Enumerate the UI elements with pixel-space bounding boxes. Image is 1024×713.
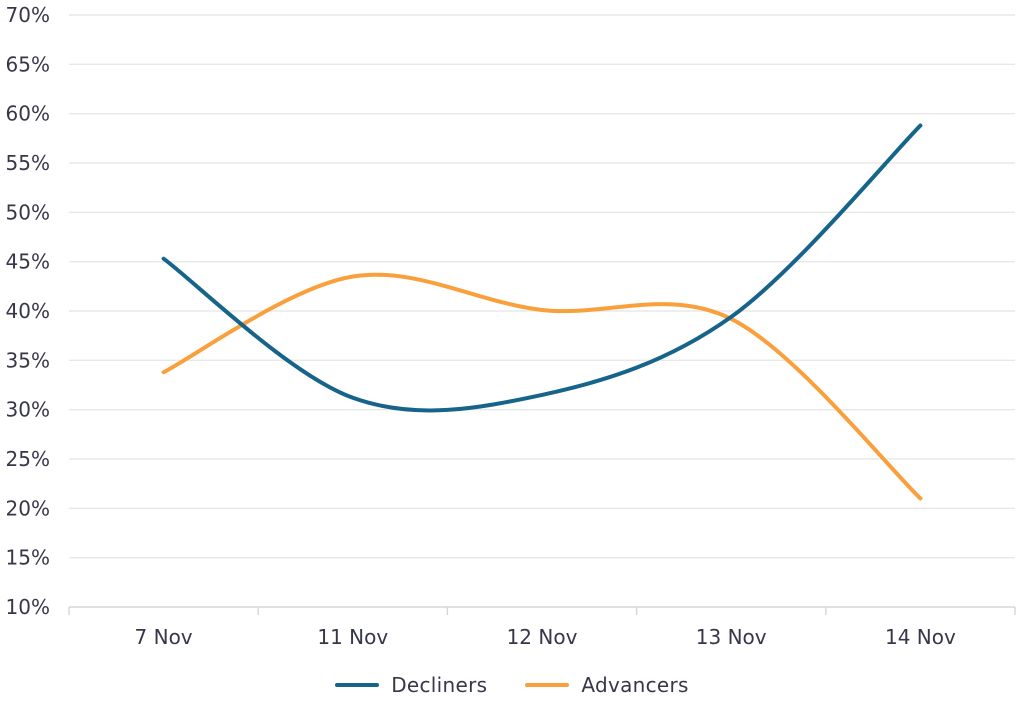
series-line-decliners [161, 123, 923, 413]
legend-item-decliners[interactable]: Decliners [335, 673, 487, 697]
y-axis-label: 50% [6, 200, 50, 224]
legend-label: Advancers [581, 673, 689, 697]
legend-label: Decliners [391, 673, 488, 697]
legend-swatch-advancers [525, 683, 570, 687]
y-axis-label: 65% [6, 52, 50, 76]
x-axis-label: 7 Nov [135, 625, 193, 649]
y-axis-label: 30% [6, 398, 50, 422]
y-axis-label: 40% [6, 299, 50, 323]
legend-swatch-decliners [335, 683, 380, 687]
y-axis-label: 10% [6, 595, 50, 619]
x-axis-label: 14 Nov [885, 625, 956, 649]
y-axis-label: 70% [6, 3, 50, 27]
chart-legend: Decliners Advancers [0, 668, 1024, 702]
y-axis-label: 60% [6, 102, 50, 126]
y-axis-label: 20% [6, 496, 50, 520]
y-axis-label: 45% [6, 250, 50, 274]
x-axis-label: 12 Nov [507, 625, 578, 649]
y-axis-label: 35% [6, 348, 50, 372]
x-axis-label: 11 Nov [317, 625, 388, 649]
y-axis-label: 15% [6, 546, 50, 570]
series-line-advancers [161, 272, 923, 501]
y-axis-label: 55% [6, 151, 50, 175]
x-axis-label: 13 Nov [696, 625, 767, 649]
y-axis-label: 25% [6, 447, 50, 471]
plot-svg: 70% 65% 60% 55% 50% 45% 40% 35% 30% 25% 20% 15% 10% 7… [6, 3, 1016, 649]
legend-item-advancers[interactable]: Advancers [525, 673, 688, 697]
